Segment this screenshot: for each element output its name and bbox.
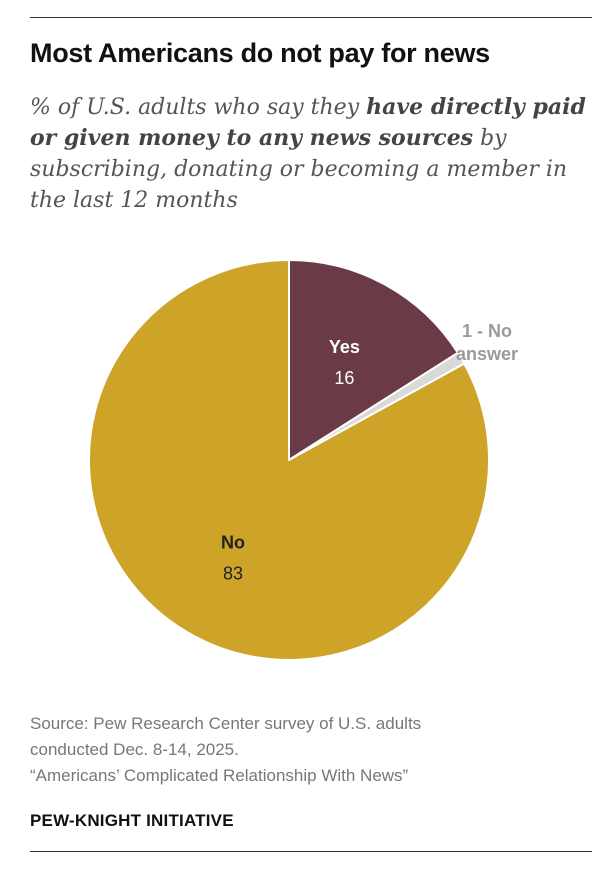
slice-label-yes: Yes [329,337,360,357]
subtitle-bold: have directly paid or given money to any… [30,94,586,151]
slice-value-no: 83 [223,564,243,584]
pie-slices [88,259,490,661]
slice-label-no: No [221,533,245,553]
org-name: PEW-KNIGHT INITIATIVE [30,811,234,830]
subtitle-pre: % of U.S. adults who say they [30,95,367,120]
source-line-1: Source: Pew Research Center survey of U.… [30,714,422,733]
top-rule [30,17,592,18]
slice-value-no-answer: 1 - No [462,321,512,341]
subtitle-post: by subscribing, donating or becoming a m… [30,126,568,213]
source-note: Source: Pew Research Center survey of U.… [30,711,421,789]
bottom-rule [30,851,592,852]
pie-slice-no [88,259,490,661]
chart-title: Most Americans do not pay for news [30,38,490,68]
chart-subtitle: % of U.S. adults who say they have direc… [30,92,600,216]
pie-chart: Yes 16 1 - No answer No 83 [88,259,518,661]
pie-slice-yes [288,259,459,461]
report-title: “Americans’ Complicated Relationship Wit… [30,766,409,785]
source-line-2: conducted Dec. 8-14, 2025. [30,740,239,759]
slice-value-yes: 16 [334,368,354,388]
slice-label-no-answer: answer [456,344,518,364]
pie-labels: Yes 16 1 - No answer No 83 [221,321,518,584]
